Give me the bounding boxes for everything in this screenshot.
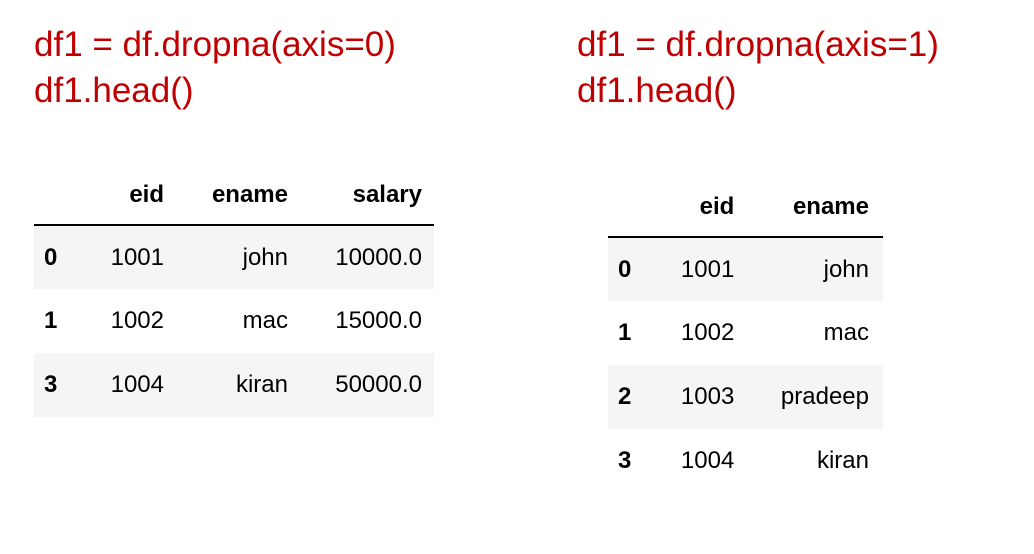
table-row: 1 1002 mac 15000.0	[34, 289, 434, 353]
row-index: 2	[618, 383, 632, 410]
cell-eid: 1004	[680, 447, 735, 474]
index-header	[608, 178, 670, 238]
code-block-left: df1 = df.dropna(axis=0) df1.head()	[34, 22, 396, 114]
cell-ename: kiran	[235, 371, 288, 398]
cell-salary: 15000.0	[335, 307, 422, 334]
dataframe-output-right: eid ename 0 1001 john 1 1002 mac 2 1003	[605, 178, 883, 494]
table-header-row: eid ename	[608, 178, 883, 238]
table-row: 3 1004 kiran 50000.0	[34, 353, 434, 417]
row-index: 1	[44, 307, 58, 334]
cell-eid: 1001	[680, 255, 735, 283]
cell-ename: mac	[242, 307, 288, 334]
code-line: df1.head()	[34, 71, 194, 110]
table-row: 2 1003 pradeep	[608, 365, 883, 429]
cell-eid: 1001	[110, 243, 164, 271]
column-header-eid: eid	[669, 178, 735, 238]
table-row: 3 1004 kiran	[608, 429, 883, 493]
dataframe-table-right: eid ename 0 1001 john 1 1002 mac 2 1003	[608, 178, 883, 493]
cell-ename: pradeep	[780, 383, 869, 410]
column-header-ename: ename	[734, 178, 883, 238]
row-index: 3	[44, 371, 58, 398]
row-index: 0	[44, 243, 58, 271]
column-header-eid: eid	[100, 166, 164, 226]
row-index: 1	[618, 319, 632, 346]
table-row: 0 1001 john 10000.0	[34, 225, 434, 289]
dataframe-table-left: eid ename salary 0 1001 john 10000.0 1 1…	[34, 166, 434, 417]
cell-salary: 10000.0	[335, 243, 422, 271]
row-index: 0	[618, 255, 632, 283]
cell-ename: john	[242, 243, 288, 271]
code-line: df1.head()	[577, 71, 737, 110]
table-header-row: eid ename salary	[34, 166, 434, 226]
cell-salary: 50000.0	[335, 371, 422, 398]
cell-eid: 1002	[110, 307, 164, 334]
cell-eid: 1002	[680, 319, 735, 346]
column-header-ename: ename	[164, 166, 288, 226]
row-index: 3	[618, 447, 632, 474]
table-row: 0 1001 john	[608, 237, 883, 301]
column-header-salary: salary	[288, 166, 434, 226]
table-row: 1 1002 mac	[608, 301, 883, 365]
index-header	[34, 166, 100, 226]
cell-ename: mac	[823, 319, 869, 346]
code-block-right: df1 = df.dropna(axis=1) df1.head()	[577, 22, 939, 114]
cell-eid: 1004	[110, 371, 164, 398]
cell-ename: john	[823, 255, 869, 283]
dataframe-output-left: eid ename salary 0 1001 john 10000.0 1 1…	[22, 166, 442, 442]
cell-ename: kiran	[816, 447, 869, 474]
code-line: df1 = df.dropna(axis=1)	[577, 25, 939, 64]
code-line: df1 = df.dropna(axis=0)	[34, 25, 396, 64]
cell-eid: 1003	[680, 383, 735, 410]
